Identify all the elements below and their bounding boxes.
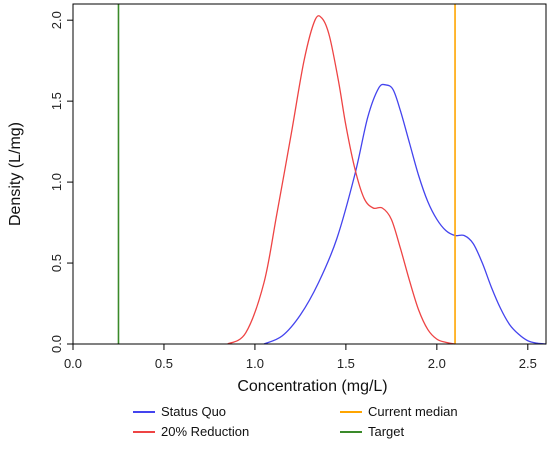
reference-lines-layer bbox=[117, 4, 456, 344]
y-tick-label: 2.0 bbox=[49, 11, 64, 29]
legend: Status Quo 20% Reduction Current median Tar… bbox=[133, 404, 458, 439]
x-tick-label: 1.5 bbox=[337, 356, 355, 371]
y-axis-title: Density (L/mg) bbox=[7, 122, 24, 226]
x-tick-label: 0.5 bbox=[155, 356, 173, 371]
y-tick-label: 0.0 bbox=[49, 335, 64, 353]
y-axis: 0.0 0.5 1.0 1.5 2.0 bbox=[49, 11, 73, 353]
x-tick-label: 2.5 bbox=[519, 356, 537, 371]
legend-label-target: Target bbox=[368, 424, 405, 439]
x-axis: 0.0 0.5 1.0 1.5 2.0 2.5 bbox=[64, 344, 537, 371]
x-axis-title: Concentration (mg/L) bbox=[237, 378, 387, 395]
series-layer bbox=[227, 15, 547, 345]
y-tick-label: 0.5 bbox=[49, 254, 64, 272]
legend-label-20-reduction: 20% Reduction bbox=[161, 424, 249, 439]
y-tick-label: 1.5 bbox=[49, 92, 64, 110]
x-tick-label: 2.0 bbox=[428, 356, 446, 371]
series-line-20-reduction bbox=[227, 15, 456, 345]
plot-area bbox=[72, 3, 547, 345]
plot-frame bbox=[72, 3, 547, 345]
series-line-status-quo bbox=[263, 83, 547, 345]
legend-label-status-quo: Status Quo bbox=[161, 404, 226, 419]
y-tick-label: 1.0 bbox=[49, 173, 64, 191]
legend-label-current-median: Current median bbox=[368, 404, 458, 419]
x-tick-label: 0.0 bbox=[64, 356, 82, 371]
x-tick-label: 1.0 bbox=[246, 356, 264, 371]
